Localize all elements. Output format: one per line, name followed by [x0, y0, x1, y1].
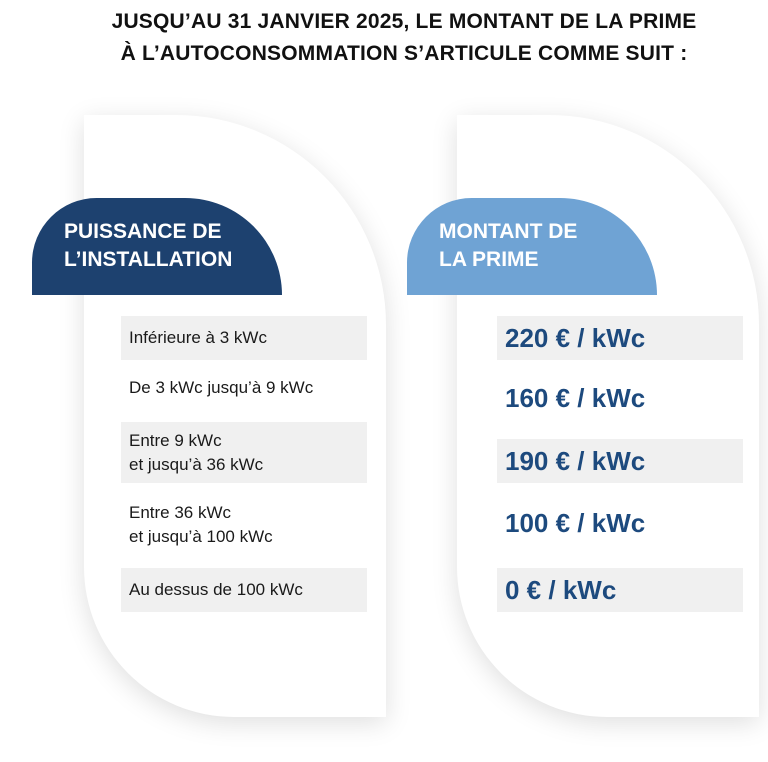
amount-row: 100 € / kWc	[497, 501, 743, 545]
power-row-text: Au dessus de 100 kWc	[129, 580, 303, 599]
title-line-1: JUSQU’AU 31 JANVIER 2025, LE MONTANT DE …	[111, 10, 697, 33]
power-row-text: et jusqu’à 100 kWc	[129, 526, 273, 546]
power-row: Entre 36 kWc et jusqu’à 100 kWc	[121, 494, 367, 555]
power-header-line-1: PUISSANCE DE	[64, 220, 222, 243]
power-row: Au dessus de 100 kWc	[121, 568, 367, 612]
amount-value: 190 € / kWc	[505, 445, 646, 476]
power-row: De 3 kWc jusqu’à 9 kWc	[121, 366, 367, 410]
power-row-text: et jusqu’à 36 kWc	[129, 454, 264, 474]
amount-header-line-2: LA PRIME	[439, 248, 539, 271]
title-line-2: À L’AUTOCONSOMMATION S’ARTICULE COMME SU…	[120, 42, 688, 65]
power-row-text: Entre 36 kWc	[129, 502, 232, 522]
power-row: Entre 9 kWc et jusqu’à 36 kWc	[121, 422, 367, 483]
amount-row: 0 € / kWc	[497, 568, 743, 612]
amount-value: 160 € / kWc	[505, 382, 646, 413]
power-row-text: Entre 9 kWc	[129, 430, 222, 450]
page-title: JUSQU’AU 31 JANVIER 2025, LE MONTANT DE …	[0, 6, 768, 70]
amount-value: 220 € / kWc	[505, 322, 646, 353]
power-header-line-2: L’INSTALLATION	[64, 248, 233, 271]
power-row-text: Inférieure à 3 kWc	[129, 328, 267, 347]
amount-value: 0 € / kWc	[505, 574, 617, 605]
amount-value: 100 € / kWc	[505, 507, 646, 538]
amount-row: 190 € / kWc	[497, 439, 743, 483]
power-header: PUISSANCE DE L’INSTALLATION	[32, 198, 282, 295]
power-row: Inférieure à 3 kWc	[121, 316, 367, 360]
amount-row: 220 € / kWc	[497, 316, 743, 360]
amount-row: 160 € / kWc	[497, 376, 743, 420]
power-row-text: De 3 kWc jusqu’à 9 kWc	[129, 378, 314, 397]
amount-header-line-1: MONTANT DE	[439, 220, 578, 243]
